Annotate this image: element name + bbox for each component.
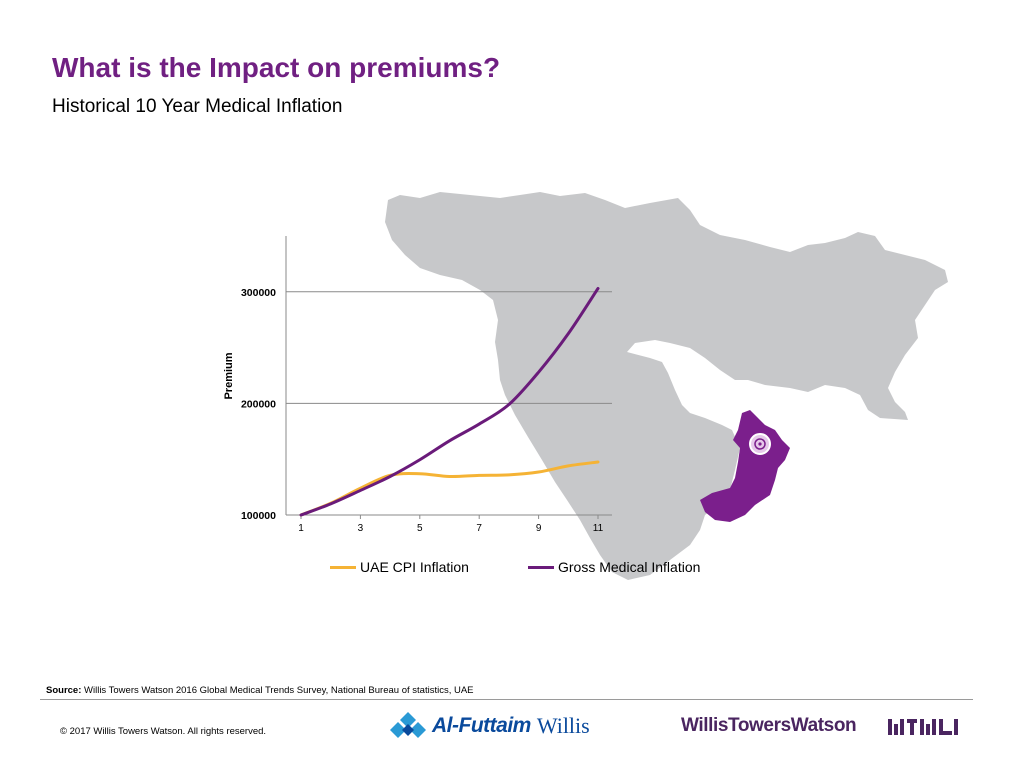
- y-tick-label: 300000: [241, 287, 276, 299]
- al-futtaim-willis-logo: Al-Futtaim Willis: [390, 710, 590, 742]
- al-futtaim-wordmark: Al-Futtaim: [432, 714, 531, 737]
- legend-swatch-medical: [528, 565, 554, 569]
- willis-wordmark: Willis: [536, 713, 590, 738]
- chart-series: [299, 286, 600, 517]
- x-tick-label: 11: [593, 523, 604, 534]
- legend-label-medical: Gross Medical Inflation: [558, 559, 701, 575]
- legend-label-cpi: UAE CPI Inflation: [360, 559, 469, 575]
- legend-swatch-cpi: [330, 565, 356, 569]
- source-label: Source:: [46, 685, 82, 696]
- legend-item-medical: Gross Medical Inflation: [528, 559, 700, 575]
- footer-divider: [40, 699, 973, 700]
- y-tick-label: 100000: [241, 510, 276, 522]
- y-axis-title: Premium: [223, 352, 235, 399]
- series-line-uae-cpi: [299, 460, 600, 517]
- y-tick-labels: 100000 200000 300000: [241, 287, 276, 522]
- x-tick-label: 1: [298, 523, 304, 534]
- location-target-dot: [758, 442, 762, 446]
- x-tick-label: 9: [536, 523, 542, 534]
- page-title: What is the Impact on premiums?: [52, 52, 501, 83]
- x-tick-label: 5: [417, 523, 423, 534]
- al-futtaim-mark-icon: [390, 712, 426, 738]
- source-note: Source: Willis Towers Watson 2016 Global…: [46, 685, 474, 696]
- x-tick-labels: 1 3 5 7 9 11: [298, 515, 604, 534]
- y-tick-label: 200000: [241, 398, 276, 410]
- page-subtitle: Historical 10 Year Medical Inflation: [52, 96, 343, 117]
- series-line-gross-medical: [299, 286, 600, 517]
- copyright-text: © 2017 Willis Towers Watson. All rights …: [60, 726, 267, 737]
- willis-towers-watson-wordmark: WillisTowersWatson: [681, 715, 857, 736]
- willis-towers-watson-mark-icon: [888, 719, 958, 735]
- legend-item-cpi: UAE CPI Inflation: [330, 559, 469, 575]
- x-tick-label: 7: [476, 523, 482, 534]
- chart-gridlines: [286, 291, 612, 404]
- source-text: Willis Towers Watson 2016 Global Medical…: [84, 685, 474, 696]
- map-landmass: [385, 192, 948, 580]
- x-tick-label: 3: [358, 523, 364, 534]
- location-target-inner: [754, 438, 766, 450]
